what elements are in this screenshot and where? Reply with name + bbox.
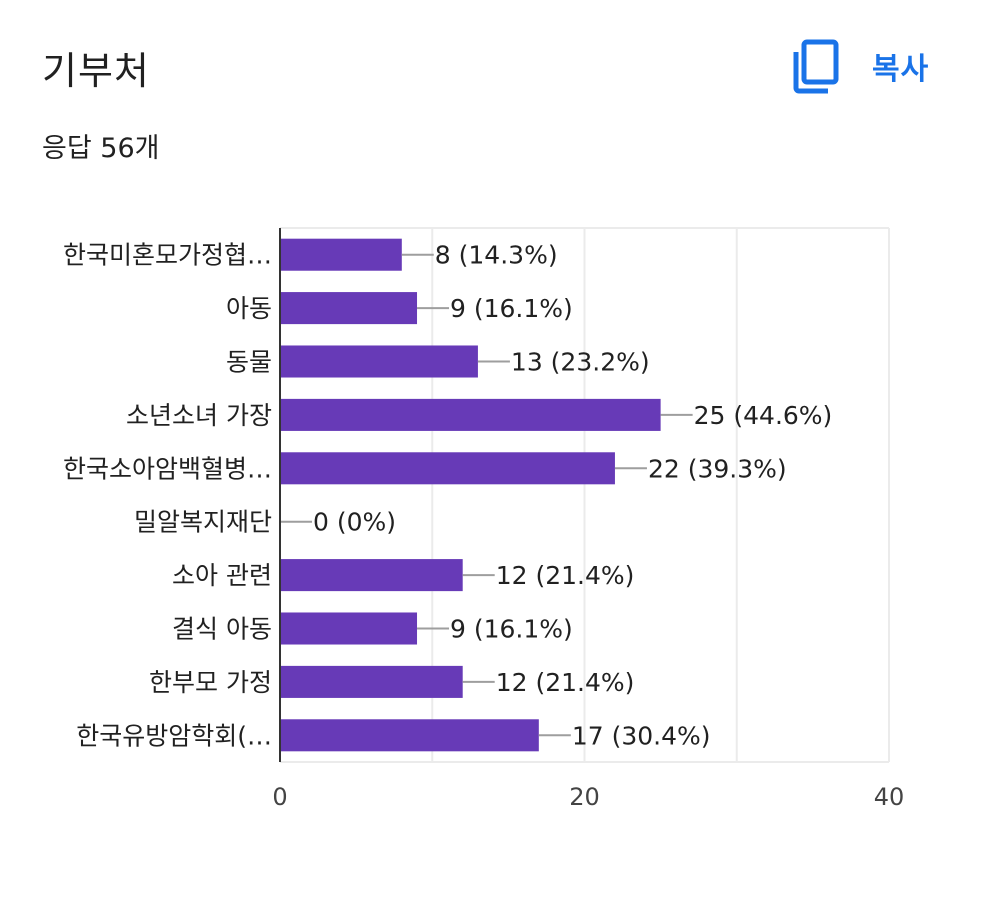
- bar: [280, 559, 463, 592]
- bar: [280, 238, 402, 271]
- bar: [280, 665, 463, 698]
- response-count: 응답 56개: [42, 133, 160, 164]
- chart-title: 기부처: [42, 49, 150, 93]
- bar: [280, 345, 478, 378]
- x-tick-label: 20: [569, 783, 600, 811]
- category-label: 동물: [226, 348, 272, 377]
- data-label: 13 (23.2%): [511, 348, 650, 377]
- data-label: 9 (16.1%): [450, 294, 573, 323]
- data-label: 8 (14.3%): [435, 241, 558, 270]
- category-label: 소년소녀 가장: [126, 401, 272, 430]
- bar: [280, 398, 661, 431]
- category-label: 한부모 가정: [149, 668, 272, 697]
- data-label: 0 (0%): [313, 508, 396, 537]
- x-tick-label: 40: [874, 783, 905, 811]
- category-label: 한국유방암학회(…: [76, 721, 272, 750]
- category-label: 아동: [226, 294, 272, 323]
- copy-label[interactable]: 복사: [872, 52, 930, 87]
- data-label: 22 (39.3%): [648, 454, 787, 483]
- bar: [280, 452, 615, 485]
- data-label: 9 (16.1%): [450, 615, 573, 644]
- x-tick-label: 0: [272, 783, 287, 811]
- data-label: 12 (21.4%): [496, 561, 635, 590]
- data-label: 12 (21.4%): [496, 668, 635, 697]
- copy-button[interactable]: 복사: [792, 36, 952, 96]
- bar: [280, 719, 539, 752]
- category-label: 결식 아동: [172, 615, 272, 644]
- copy-icon[interactable]: [792, 38, 842, 94]
- data-label: 17 (30.4%): [572, 721, 711, 750]
- category-label: 한국소아암백혈병…: [63, 454, 272, 483]
- data-label: 25 (44.6%): [694, 401, 833, 430]
- category-label: 한국미혼모가정협…: [63, 241, 272, 270]
- bar: [280, 612, 418, 645]
- category-label: 소아 관련: [172, 561, 272, 590]
- category-label: 밀알복지재단: [134, 508, 272, 537]
- bar: [280, 292, 418, 325]
